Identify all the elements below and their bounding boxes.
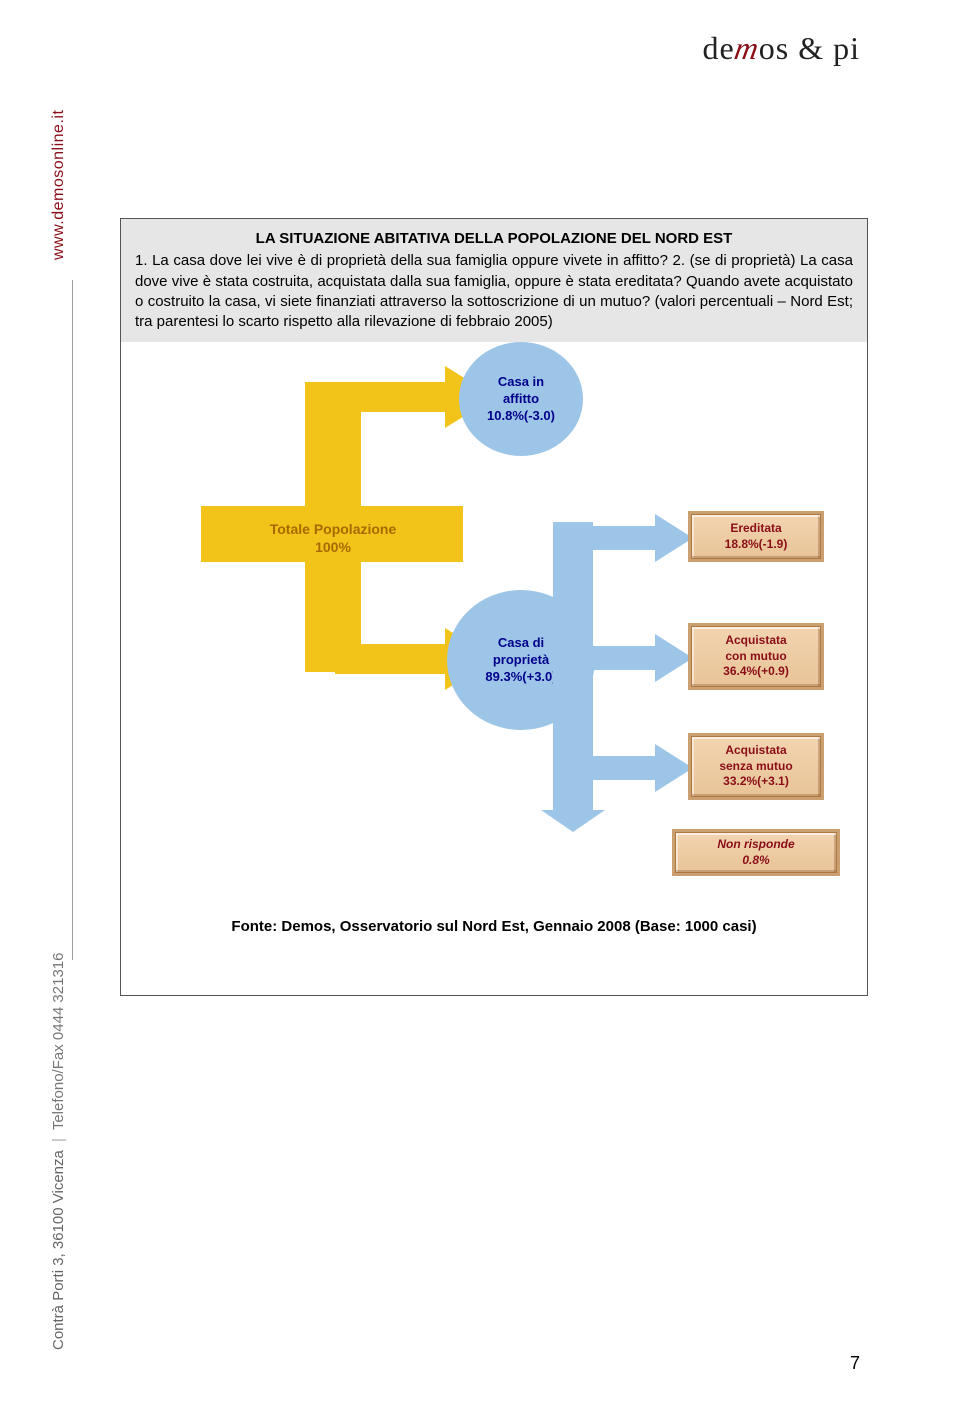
prop-l1: Casa di: [498, 635, 544, 650]
prop-l2: proprietà: [493, 652, 549, 667]
arrow-nr: [541, 798, 605, 832]
sidebar-contact: Contrà Porti 3, 36100 Vicenza | Telefono…: [50, 953, 67, 1351]
affitto-value: 10.8%(-3.0): [487, 408, 555, 423]
acqm-value: 36.4%(+0.9): [723, 664, 789, 678]
brand-m: m: [731, 30, 762, 67]
totpop-value: 100%: [315, 539, 351, 555]
acqs-value: 33.2%(+3.1): [723, 774, 789, 788]
box-non-risponde: Non risponde 0.8%: [675, 832, 837, 873]
box-acq-senza: Acquistata senza mutuo 33.2%(+3.1): [691, 736, 821, 797]
box-acq-mutuo: Acquistata con mutuo 36.4%(+0.9): [691, 626, 821, 687]
sidebar-phone: Telefono/Fax 0444 321316: [50, 953, 67, 1131]
page-number: 7: [850, 1353, 860, 1374]
acqm-l1: Acquistata: [725, 633, 786, 647]
nr-label: Non risponde: [717, 837, 794, 851]
prop-value: 89.3%(+3.0): [485, 669, 556, 684]
affitto-l2: affitto: [503, 391, 539, 406]
chart-title: LA SITUAZIONE ABITATIVA DELLA POPOLAZION…: [135, 229, 853, 249]
brand-logo: demos & pi: [702, 30, 860, 67]
chart-header: LA SITUAZIONE ABITATIVA DELLA POPOLAZION…: [121, 219, 867, 342]
acqs-l2: senza mutuo: [719, 759, 792, 773]
nr-value: 0.8%: [742, 853, 769, 867]
sidebar-address: Contrà Porti 3, 36100 Vicenza: [50, 1150, 67, 1350]
arrow-ereditata: [575, 514, 695, 562]
total-population-label: Totale Popolazione 100%: [241, 520, 425, 556]
arrow-acq-senza: [575, 744, 695, 792]
node-affitto: Casa in affitto 10.8%(-3.0): [459, 342, 583, 456]
ereditata-value: 18.8%(-1.9): [725, 537, 788, 551]
box-ereditata: Ereditata 18.8%(-1.9): [691, 514, 821, 559]
chart-source: Fonte: Demos, Osservatorio sul Nord Est,…: [121, 902, 867, 955]
brand-prefix: de: [702, 30, 734, 66]
brand-suffix: os & pi: [759, 30, 860, 66]
acqm-l2: con mutuo: [725, 649, 786, 663]
chart-container: LA SITUAZIONE ABITATIVA DELLA POPOLAZION…: [120, 218, 868, 996]
flow-diagram: Totale Popolazione 100% Casa in affitto …: [121, 342, 867, 902]
totpop-text: Totale Popolazione: [270, 521, 397, 537]
arrow-acq-mutuo: [575, 634, 695, 682]
ereditata-label: Ereditata: [730, 521, 781, 535]
acqs-l1: Acquistata: [725, 743, 786, 757]
affitto-l1: Casa in: [498, 374, 544, 389]
sidebar-url: www.demosonline.it: [50, 110, 68, 260]
sidebar-divider: |: [50, 1138, 67, 1142]
chart-description: 1. La casa dove lei vive è di proprietà …: [135, 252, 853, 330]
